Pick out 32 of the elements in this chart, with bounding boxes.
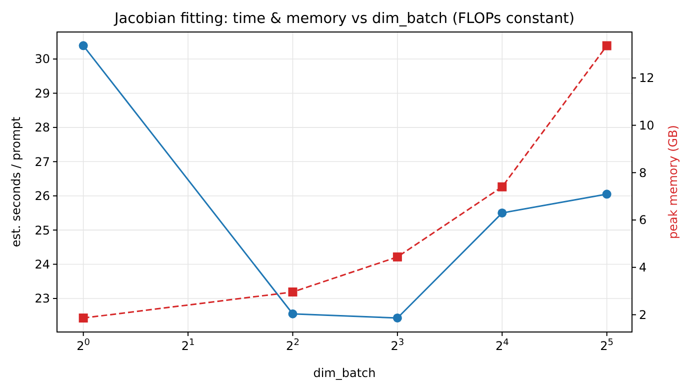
y-tick-label: 28 (34, 120, 50, 135)
point (392, 252, 402, 262)
y2-tick-label: 2 (639, 308, 647, 322)
x-tick-label: 2$^{3}$ (390, 338, 404, 353)
point (602, 190, 612, 199)
y-tick-label: 23 (34, 292, 50, 306)
point (288, 287, 298, 296)
point (602, 41, 612, 50)
y-tick-label: 27 (34, 154, 50, 169)
point (498, 182, 507, 192)
point (288, 309, 298, 318)
y-tick-label: 25 (34, 223, 50, 238)
point (392, 313, 402, 322)
y-axis-title: est. seconds / prompt (9, 116, 23, 248)
x-tick-label: 2$^{1}$ (181, 338, 195, 353)
point (498, 208, 507, 218)
x-tick-label: 2$^{2}$ (286, 338, 300, 353)
y2-tick-label: 6 (639, 213, 647, 228)
y-tick-label: 29 (34, 86, 50, 100)
x-tick-label: 2$^{4}$ (495, 338, 510, 353)
y2-tick-label: 12 (639, 71, 654, 86)
y2-tick-label: 8 (639, 166, 647, 180)
chart-title: Jacobian fitting: time & memory vs dim_batch (FLOPs constant) (113, 11, 575, 27)
y2-tick-label: 4 (639, 260, 647, 275)
y-tick-label: 30 (34, 52, 50, 66)
y-tick-label: 26 (34, 189, 50, 204)
x-tick-label: 2$^{5}$ (600, 338, 614, 353)
y2-tick-label: 10 (639, 118, 654, 132)
y-tick-label: 24 (34, 257, 50, 272)
y2-axis-title: peak memory (GB) (666, 125, 680, 239)
x-axis-title: dim_batch (313, 366, 376, 380)
x-tick-label: 2$^{0}$ (76, 338, 90, 353)
